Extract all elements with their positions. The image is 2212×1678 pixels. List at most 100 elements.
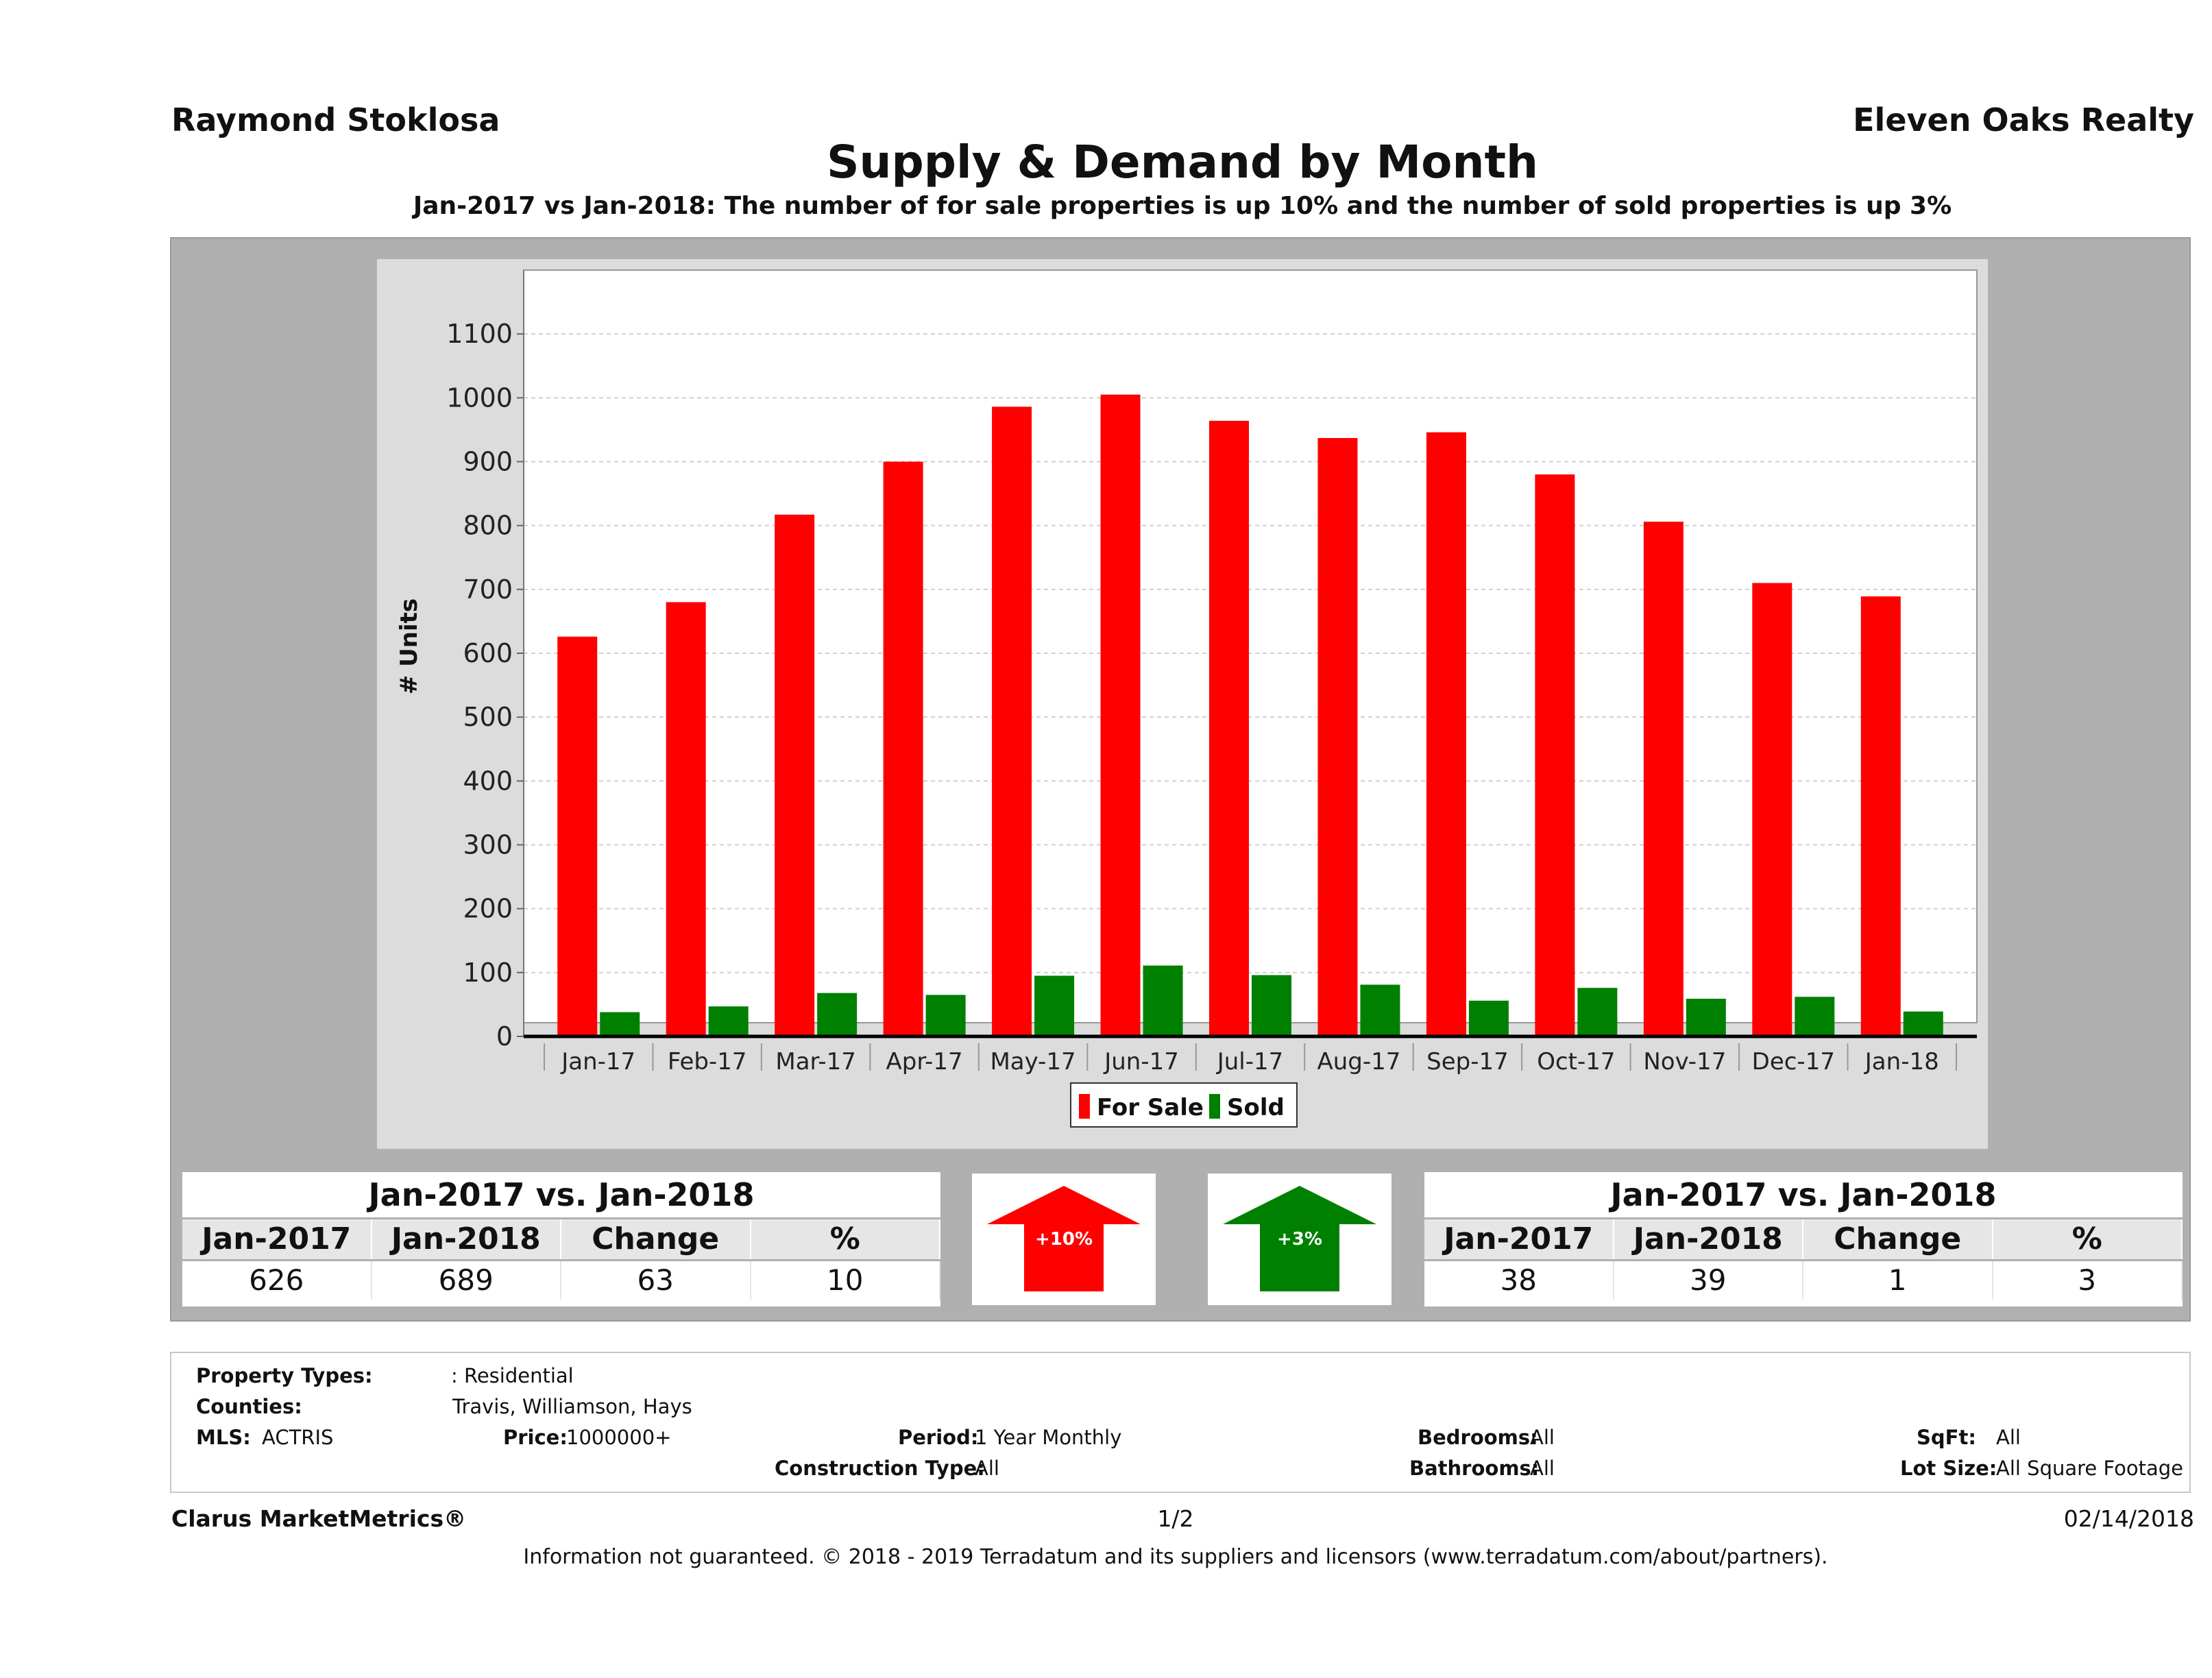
- sqft-label: SqFt:: [1917, 1426, 1976, 1449]
- y-tick-label: 100: [463, 958, 513, 988]
- bar-sold-jan-18: [1903, 1011, 1943, 1036]
- period-label: Period:: [898, 1426, 979, 1449]
- property-types-label: Property Types:: [196, 1364, 373, 1387]
- price-value: 1000000+: [566, 1426, 672, 1449]
- up-arrow-icon: +3%: [1223, 1186, 1376, 1291]
- legend-label-sold: Sold: [1227, 1094, 1285, 1121]
- brokerage-name: Eleven Oaks Realty: [1853, 101, 2194, 138]
- bar-for-sale-feb-17: [666, 602, 706, 1036]
- y-tick-label: 900: [463, 447, 513, 477]
- sqft-value: All: [1996, 1426, 2021, 1449]
- bar-sold-nov-17: [1686, 999, 1726, 1036]
- mls-value: ACTRIS: [262, 1426, 334, 1449]
- y-tick-label: 700: [463, 574, 513, 605]
- construction-type-label: Construction Type:: [775, 1457, 985, 1480]
- report-date: 02/14/2018: [2063, 1505, 2194, 1532]
- legend-swatch-for-sale: [1079, 1094, 1090, 1119]
- counties-value: Travis, Williamson, Hays: [452, 1395, 692, 1418]
- x-tick-label: Sep-17: [1426, 1048, 1509, 1075]
- bar-for-sale-jun-17: [1100, 394, 1141, 1036]
- stats-value-percent: 10: [751, 1261, 940, 1300]
- x-tick-label: Jun-17: [1103, 1048, 1179, 1075]
- bar-for-sale-jan-17: [557, 636, 598, 1036]
- stats-title: Jan-2017 vs. Jan-2018: [1424, 1172, 2183, 1219]
- property-types-value: : Residential: [451, 1364, 574, 1387]
- stats-value-change: 1: [1803, 1261, 1993, 1300]
- x-tick-label: Feb-17: [668, 1048, 747, 1075]
- stats-value-jan-2018: 39: [1614, 1261, 1803, 1300]
- bathrooms-value: All: [1530, 1457, 1555, 1480]
- bar-sold-jul-17: [1252, 975, 1291, 1036]
- bar-for-sale-dec-17: [1752, 583, 1792, 1036]
- bar-for-sale-oct-17: [1535, 474, 1575, 1036]
- stats-value-jan-2017: 38: [1424, 1261, 1614, 1300]
- stats-header-jan-2017: Jan-2017: [182, 1219, 372, 1259]
- bar-sold-may-17: [1034, 975, 1075, 1036]
- x-tick-label: Mar-17: [775, 1048, 856, 1075]
- x-tick-label: Jul-17: [1216, 1048, 1284, 1075]
- x-tick-label: May-17: [990, 1048, 1075, 1075]
- bar-for-sale-apr-17: [883, 461, 923, 1036]
- y-axis-label: # Units: [396, 598, 423, 694]
- y-tick-label: 1100: [446, 319, 513, 349]
- page-number: 1/2: [1157, 1505, 1194, 1532]
- lot-size-label: Lot Size:: [1900, 1457, 1997, 1480]
- up-arrow-icon: +10%: [987, 1186, 1141, 1291]
- sold-change-label: +3%: [1277, 1229, 1322, 1250]
- bar-for-sale-jan-18: [1860, 596, 1901, 1036]
- legend-label-for-sale: For Sale: [1097, 1094, 1204, 1121]
- agent-name: Raymond Stoklosa: [171, 101, 500, 138]
- x-tick-label: Dec-17: [1752, 1048, 1835, 1075]
- y-tick-label: 500: [463, 702, 513, 732]
- x-tick-label: Aug-17: [1317, 1048, 1401, 1075]
- stats-header-percent: %: [1993, 1219, 2183, 1259]
- y-tick-label: 800: [463, 511, 513, 541]
- y-tick-label: 1000: [446, 382, 513, 413]
- stats-header-change: Change: [561, 1219, 751, 1259]
- bar-sold-jun-17: [1143, 965, 1183, 1036]
- for-sale-stats-table: Jan-2017 vs. Jan-2018 Jan-2017 Jan-2018 …: [182, 1172, 940, 1306]
- bar-sold-dec-17: [1795, 997, 1835, 1036]
- chart-legend: For Sale Sold: [1070, 1082, 1298, 1128]
- stats-value-change: 63: [561, 1261, 751, 1300]
- bar-sold-mar-17: [817, 993, 858, 1036]
- bar-sold-apr-17: [925, 995, 966, 1036]
- mls-label: MLS:: [196, 1426, 251, 1449]
- sold-change-box: +3%: [1208, 1174, 1391, 1305]
- bar-sold-oct-17: [1577, 988, 1618, 1036]
- stats-header-change: Change: [1803, 1219, 1993, 1259]
- bathrooms-label: Bathrooms:: [1409, 1457, 1540, 1480]
- bedrooms-value: All: [1530, 1426, 1555, 1449]
- for-sale-change-label: +10%: [1035, 1229, 1093, 1250]
- y-tick-label: 300: [463, 830, 513, 860]
- x-tick-label: Oct-17: [1537, 1048, 1615, 1075]
- page-title: Supply & Demand by Month: [826, 136, 1539, 189]
- stats-header-jan-2017: Jan-2017: [1424, 1219, 1614, 1259]
- bar-for-sale-jul-17: [1209, 420, 1249, 1036]
- stats-value-jan-2018: 689: [372, 1261, 561, 1300]
- y-tick-label: 600: [463, 638, 513, 668]
- y-tick-label: 200: [463, 894, 513, 924]
- plot-area: [523, 269, 1978, 1023]
- x-tick-label: Jan-18: [1864, 1048, 1939, 1075]
- stats-header-percent: %: [751, 1219, 940, 1259]
- page-subtitle: Jan-2017 vs Jan-2018: The number of for …: [413, 192, 1952, 220]
- stats-value-percent: 3: [1993, 1261, 2183, 1300]
- stats-value-jan-2017: 626: [182, 1261, 372, 1300]
- y-tick-label: 400: [463, 766, 513, 796]
- period-value: 1 Year Monthly: [975, 1426, 1122, 1449]
- counties-label: Counties:: [196, 1395, 302, 1418]
- legend-box: [1070, 1082, 1298, 1128]
- bedrooms-label: Bedrooms:: [1418, 1426, 1538, 1449]
- bar-for-sale-sep-17: [1426, 432, 1466, 1036]
- bar-sold-feb-17: [708, 1006, 749, 1036]
- disclaimer: Information not guaranteed. © 2018 - 201…: [523, 1545, 1828, 1569]
- bar-sold-jan-17: [600, 1012, 640, 1036]
- y-tick-label: 0: [496, 1021, 513, 1051]
- x-tick-label: Nov-17: [1643, 1048, 1726, 1075]
- supply-demand-chart: 0 100 200 300 400 500 600 700 800 900 1000 1100 Jan…: [396, 269, 1978, 1128]
- price-label: Price:: [503, 1426, 568, 1449]
- stats-title: Jan-2017 vs. Jan-2018: [182, 1172, 940, 1219]
- stats-header-jan-2018: Jan-2018: [1614, 1219, 1803, 1259]
- x-tick-label: Jan-17: [560, 1048, 635, 1075]
